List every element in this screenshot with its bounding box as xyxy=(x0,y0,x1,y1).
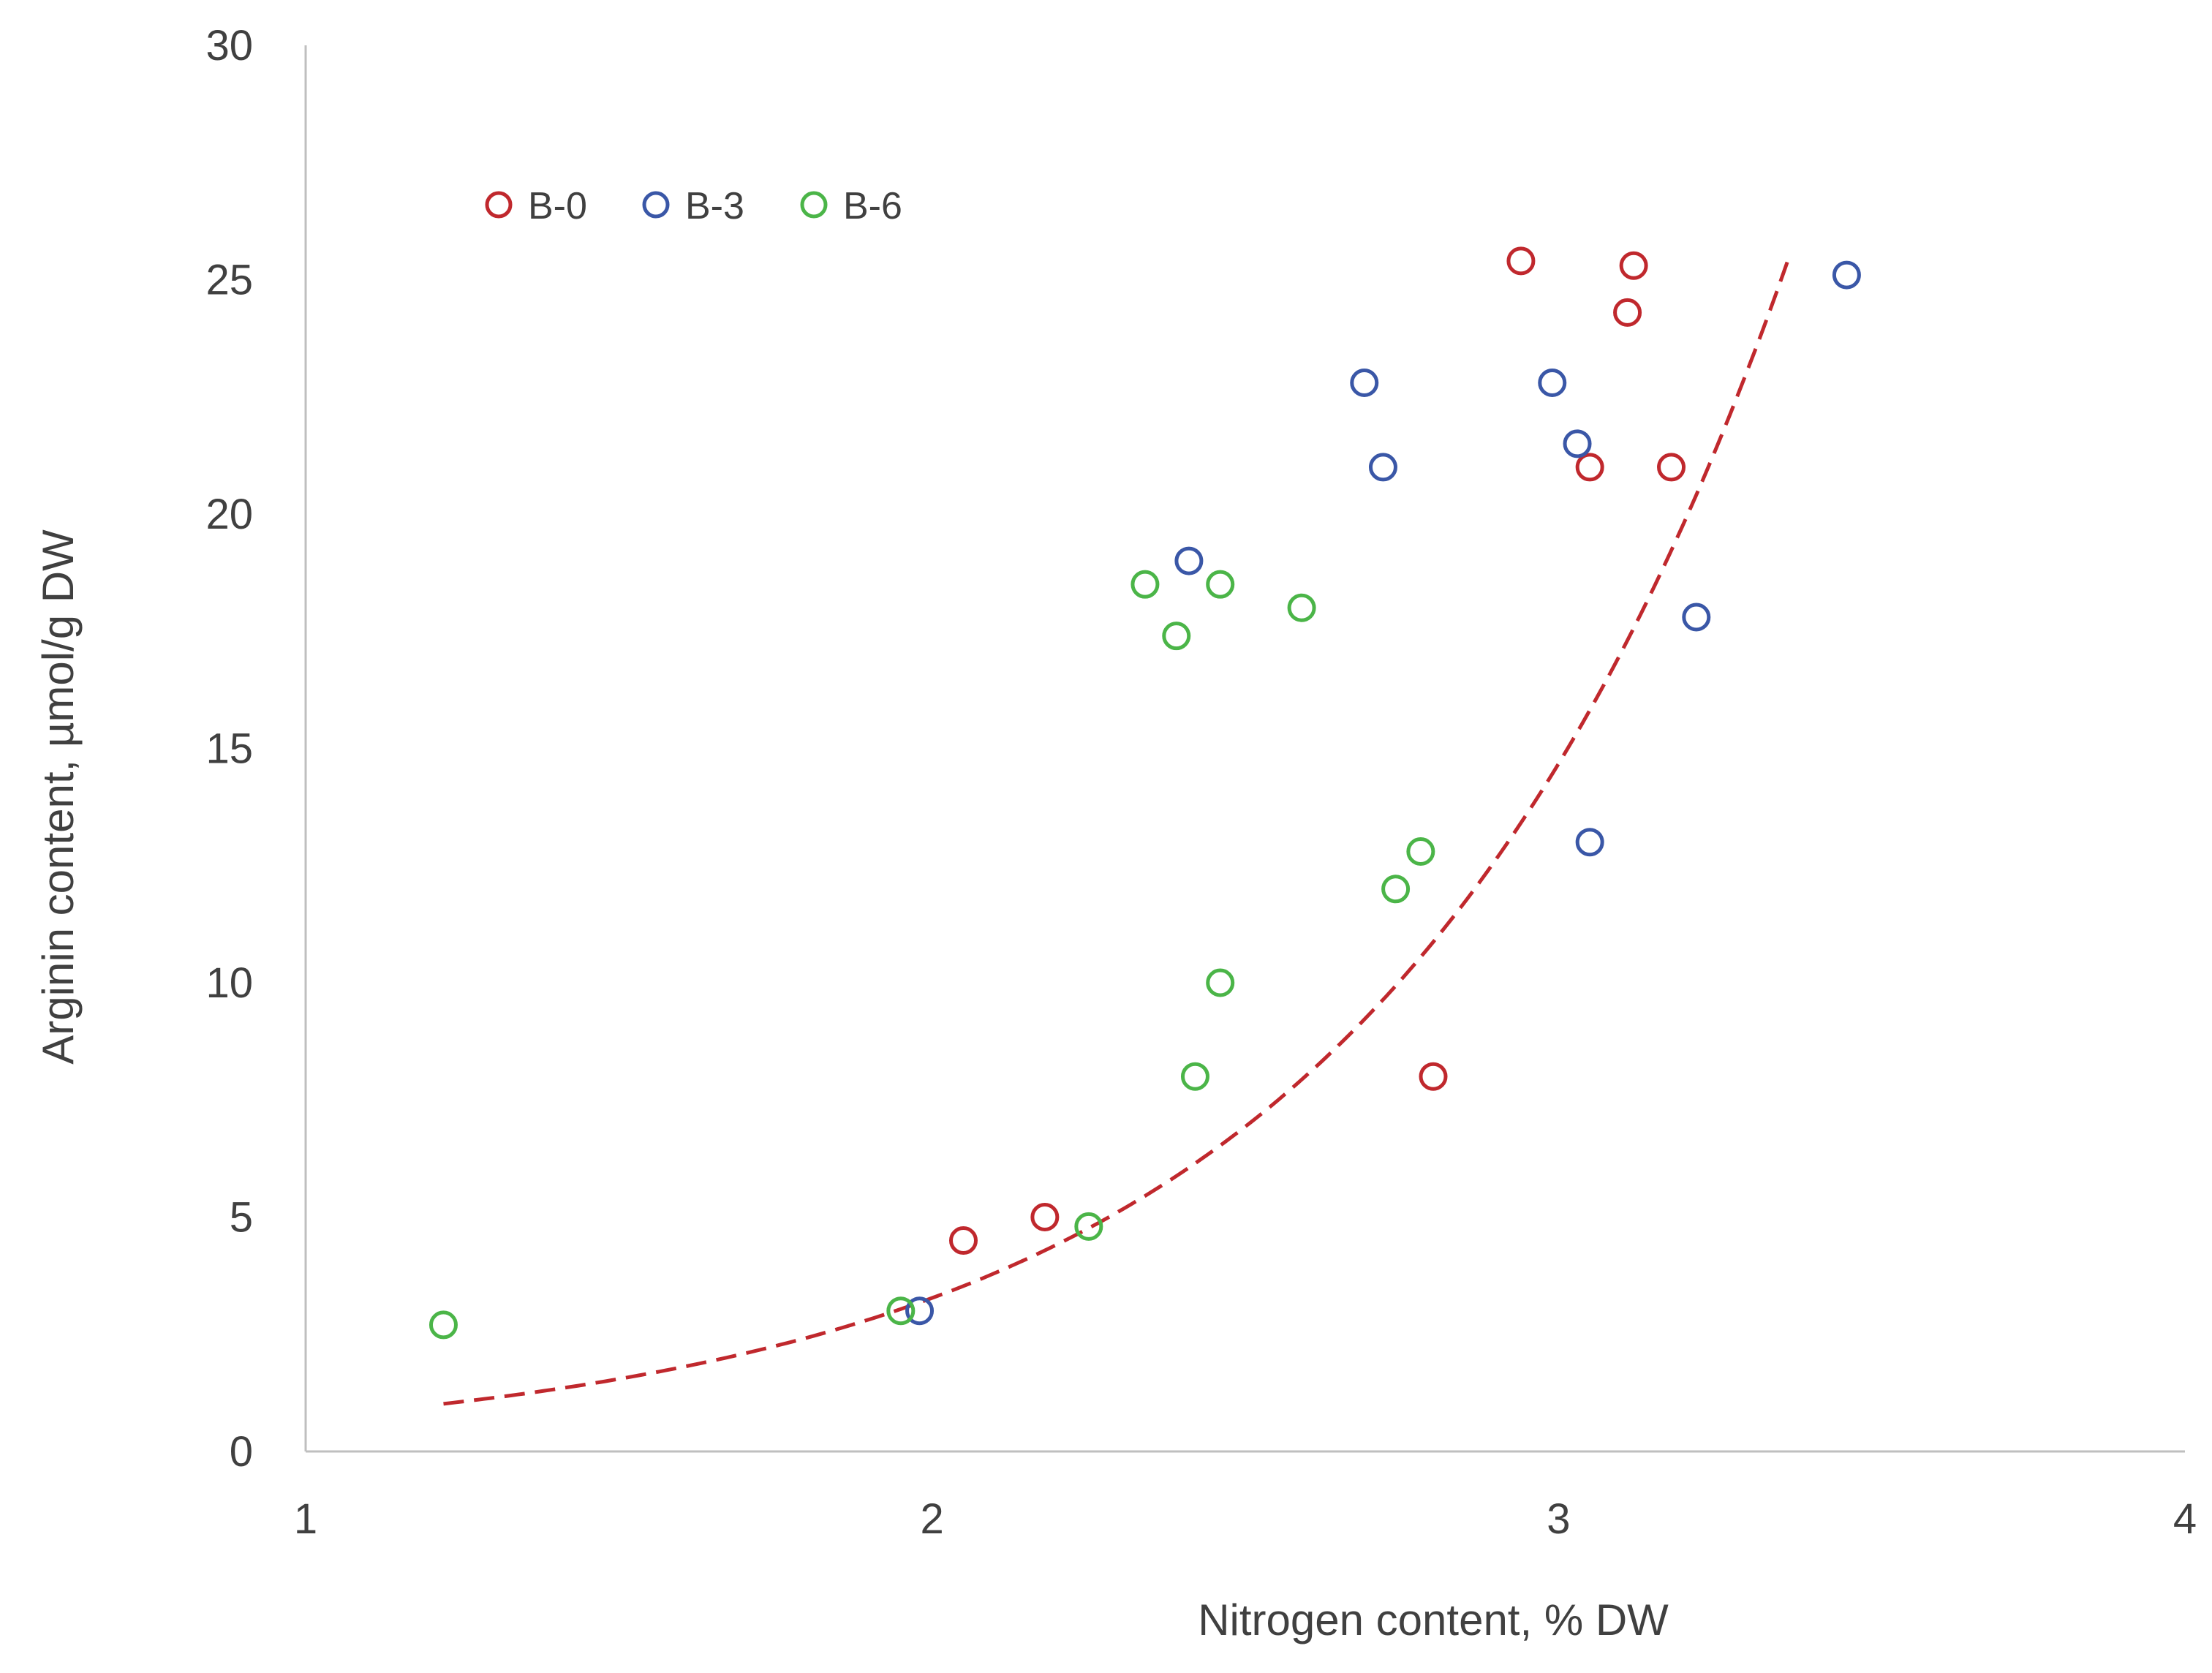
legend-label-b-3: B-3 xyxy=(685,185,744,227)
x-axis-label: Nitrogen content, % DW xyxy=(1198,1595,1669,1644)
data-point-b-6 xyxy=(1074,1212,1103,1241)
data-point-b-0 xyxy=(1613,298,1642,327)
y-tick-label: 15 xyxy=(205,725,253,773)
data-point-b-6 xyxy=(1287,593,1316,622)
y-axis-label: Arginin content, µmol/g DW xyxy=(34,529,83,1065)
data-point-b-6 xyxy=(1381,875,1411,904)
legend-label-b-6: B-6 xyxy=(843,185,902,227)
data-point-b-0 xyxy=(1419,1062,1448,1091)
data-point-b-3 xyxy=(1563,429,1592,458)
data-point-b-6 xyxy=(1206,570,1235,599)
y-tick-label: 20 xyxy=(205,491,253,538)
data-point-b-0 xyxy=(1657,453,1686,482)
data-point-b-0 xyxy=(1619,251,1648,280)
legend: B-0 B-3 B-6 xyxy=(485,185,902,227)
data-point-b-3 xyxy=(1368,453,1397,482)
x-tick-label: 4 xyxy=(2173,1495,2197,1543)
y-tick-label: 10 xyxy=(205,959,253,1007)
data-point-b-6 xyxy=(886,1296,916,1326)
legend-marker-b-0 xyxy=(485,191,513,219)
data-point-b-0 xyxy=(1506,246,1536,276)
data-point-b-3 xyxy=(1350,369,1379,398)
legend-label-b-0: B-0 xyxy=(528,185,587,227)
x-tick-label: 3 xyxy=(1547,1495,1570,1543)
data-point-b-3 xyxy=(1575,828,1604,857)
data-point-b-6 xyxy=(1130,570,1160,599)
data-point-b-6 xyxy=(429,1310,458,1340)
y-tick-label: 25 xyxy=(205,257,253,304)
data-point-b-6 xyxy=(1162,622,1191,651)
data-point-b-3 xyxy=(1682,603,1711,632)
data-point-b-6 xyxy=(1406,837,1435,866)
y-tick-label: 30 xyxy=(205,22,253,69)
trendline-layer xyxy=(443,252,1792,1406)
legend-marker-b-3 xyxy=(642,191,670,219)
data-point-b-3 xyxy=(1538,369,1567,398)
axes: 1 2 3 4 0 5 10 15 20 25 30 xyxy=(205,22,2197,1543)
trendline xyxy=(443,252,1792,1406)
x-tick-label: 1 xyxy=(294,1495,317,1543)
data-points xyxy=(429,246,1861,1340)
x-tick-label: 2 xyxy=(921,1495,944,1543)
data-point-b-0 xyxy=(949,1226,978,1255)
data-point-b-3 xyxy=(905,1296,935,1326)
data-point-b-0 xyxy=(1575,453,1604,482)
y-tick-label: 5 xyxy=(230,1194,253,1242)
legend-marker-b-6 xyxy=(800,191,828,219)
y-tick-label: 0 xyxy=(230,1428,253,1476)
data-point-b-6 xyxy=(1180,1062,1209,1091)
data-point-b-3 xyxy=(1832,260,1861,290)
data-point-b-0 xyxy=(1030,1203,1060,1231)
data-point-b-6 xyxy=(1206,968,1235,997)
data-point-b-3 xyxy=(1174,546,1204,575)
